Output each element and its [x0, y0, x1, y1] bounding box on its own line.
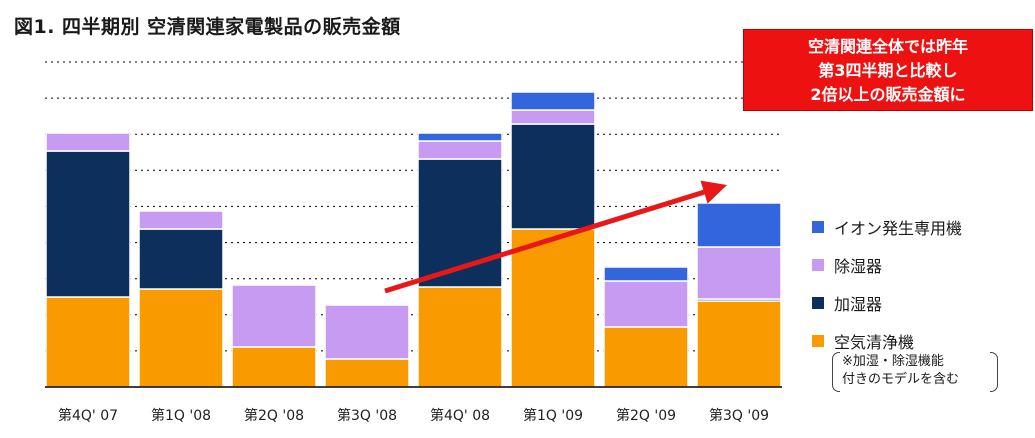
bar-segment: [45, 132, 131, 152]
trend-arrow-shaft: [384, 189, 705, 294]
legend: イオン発生専用機 除湿器 加湿器 空気清浄機: [812, 208, 962, 360]
legend-label-air-purifier: 空気清浄機: [834, 333, 915, 352]
legend-item-humidifier: 加湿器: [812, 284, 962, 322]
x-tick-labels: 第4Q' 07 第1Q '08 第2Q '08 第3Q '08 第4Q' 08 第1Q '…: [58, 407, 769, 424]
legend-item-ion: イオン発生専用機: [812, 208, 962, 246]
legend-swatch-humidifier: [812, 297, 824, 309]
x-tick-label: 第2Q '09: [616, 407, 676, 424]
x-tick-label: 第3Q '08: [337, 407, 397, 424]
trend-arrow: [384, 180, 727, 294]
bar-segment: [417, 286, 503, 388]
trend-arrow-head: [700, 180, 727, 204]
chart-title: 図1. 四半期別 空清関連家電製品の販売金額: [14, 16, 401, 38]
bar-segment: [324, 358, 410, 388]
bar-segment: [603, 280, 689, 328]
legend-swatch-air-purifier: [812, 335, 824, 347]
bar-segment: [138, 210, 224, 230]
bar-segment: [324, 304, 410, 360]
legend-label-dehumidifier: 除湿器: [834, 257, 883, 276]
legend-swatch-dehumidifier: [812, 259, 824, 271]
bar-segment: [231, 284, 317, 348]
x-tick-label: 第1Q '08: [151, 407, 211, 424]
bar-segment: [696, 300, 782, 388]
bar-segment: [510, 228, 596, 388]
bar-segment: [45, 150, 131, 298]
bar-segment: [417, 132, 503, 142]
legend-label-humidifier: 加湿器: [834, 295, 883, 314]
bar-segment: [603, 266, 689, 282]
footnote-line-1: ※加湿・除湿機能: [842, 354, 944, 369]
bar-segment: [696, 246, 782, 300]
bar-segment: [696, 202, 782, 248]
legend-swatch-ion: [812, 221, 824, 233]
legend-item-dehumidifier: 除湿器: [812, 246, 962, 284]
right-bracket: [990, 352, 998, 392]
bar-segment: [231, 346, 317, 388]
bar-segment: [510, 91, 596, 111]
bar-segment: [45, 296, 131, 388]
x-tick-label: 第3Q '09: [709, 407, 769, 424]
bar-segment: [603, 326, 689, 388]
x-tick-label: 第1Q '09: [523, 407, 583, 424]
footnote-line-2: 付きのモデルを含む: [842, 372, 960, 387]
callout-line-3: 2倍以上の販売金額に: [810, 85, 966, 104]
x-tick-label: 第4Q' 08: [430, 407, 490, 424]
bar-segment: [417, 140, 503, 160]
bar-segment: [510, 109, 596, 125]
bar-segment: [138, 288, 224, 388]
left-bracket: [832, 352, 840, 392]
legend-label-ion: イオン発生専用機: [834, 219, 963, 238]
callout-line-1: 空清関連全体では昨年: [807, 37, 968, 56]
callout-box: 空清関連全体では昨年 第3四半期と比較し 2倍以上の販売金額に: [743, 29, 1033, 111]
x-tick-label: 第4Q' 07: [58, 407, 118, 424]
bar-stacks: [45, 91, 782, 388]
bar-segment: [510, 123, 596, 230]
bar-segment: [138, 228, 224, 290]
footnote: ※加湿・除湿機能 付きのモデルを含む: [832, 352, 998, 392]
x-tick-label: 第2Q '08: [244, 407, 304, 424]
legend-item-air-purifier: 空気清浄機: [812, 322, 962, 360]
callout-line-2: 第3四半期と比較し: [818, 61, 958, 80]
